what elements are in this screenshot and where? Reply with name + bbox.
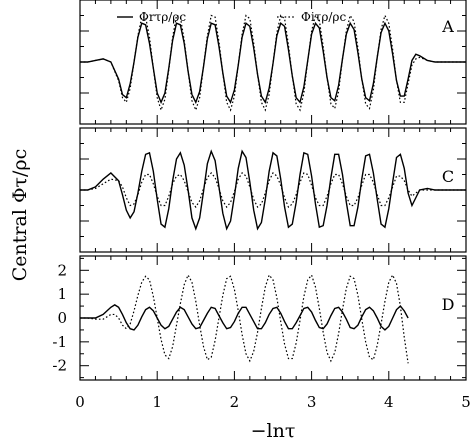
series-solid-line [80,304,409,331]
y-tick-label: -1 [52,333,67,351]
series-dotted-line [80,172,466,209]
panel-c: C [79,127,467,253]
y-tick-label: -2 [52,357,67,375]
legend-entry-phi-i: Φiτρ/ρc [301,10,346,24]
y-tick-label: 2 [57,261,67,279]
series-solid-line [80,149,466,231]
series-dotted-line [80,13,466,112]
x-tick-label: 1 [152,393,162,411]
panel-label: A [441,17,454,36]
x-tick-label: 4 [384,393,394,411]
y-tick-label: 0 [57,309,67,327]
y-axis-title: Central Φτ/ρc [9,149,31,281]
x-tick-label: 0 [75,393,85,411]
x-tick-label: 3 [307,393,317,411]
series-dotted-line [80,273,409,364]
x-axis-title: −lnτ [251,420,296,442]
y-tick-label: 1 [57,285,67,303]
panel-label: C [442,167,454,186]
panel-a: A [79,0,467,125]
legend: Φrτρ/ρc Φiτρ/ρc [117,10,346,24]
x-tick-label: 2 [230,393,240,411]
series-solid-line [80,21,466,105]
panel-label: D [442,295,455,314]
legend-entry-phi-r: Φrτρ/ρc [139,10,186,24]
panel-d: -2 -1 0 1 2 D [52,255,467,381]
x-tick-labels: 0 1 2 3 4 5 [75,393,471,411]
x-tick-label: 5 [461,393,471,411]
panels: A C -2 -1 0 1 2 D [52,0,467,381]
